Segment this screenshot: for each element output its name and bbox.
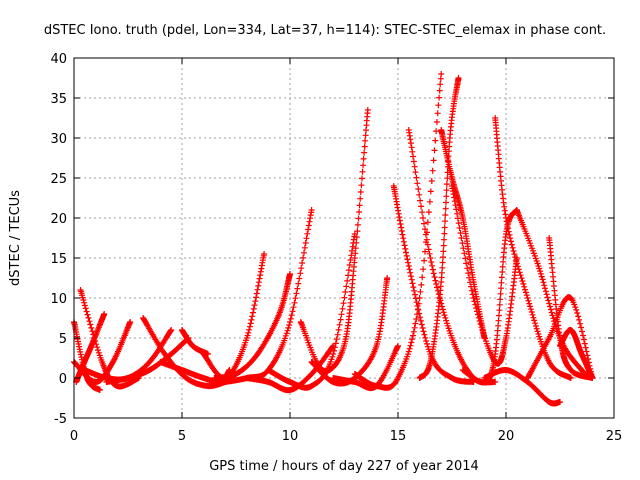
series-arc-15 (297, 107, 371, 374)
series-arc-30 (557, 326, 596, 381)
series-arc-12 (222, 207, 315, 385)
plus-markers (449, 183, 520, 367)
y-tick-label: 0 (59, 372, 67, 387)
series-arc-6 (103, 335, 192, 385)
data-markers (71, 71, 596, 407)
y-tick-label: 20 (50, 212, 67, 227)
y-tick-label: 30 (50, 132, 67, 147)
plus-markers (200, 251, 268, 382)
y-axis-label: dSTEC / TECUs (8, 190, 23, 286)
plus-markers (297, 107, 371, 374)
y-tick-label: 5 (59, 332, 67, 347)
series-arc-21 (416, 75, 462, 381)
x-tick-label: 5 (178, 429, 186, 444)
y-tick-label: 25 (50, 172, 67, 187)
plus-markers (222, 207, 315, 385)
plus-markers (481, 367, 563, 407)
x-tick-label: 0 (70, 429, 78, 444)
y-tick-label: 40 (50, 52, 67, 67)
series-arc-11 (211, 271, 293, 381)
plus-markers (390, 183, 477, 385)
plot-frame (73, 57, 615, 419)
x-tick-label: 20 (498, 429, 515, 444)
plus-markers (546, 235, 596, 381)
plus-markers (351, 71, 445, 391)
series-arc-23 (449, 183, 520, 367)
x-axis-label: GPS time / hours of day 227 of year 2014 (209, 459, 479, 474)
series-arc-27 (481, 367, 563, 407)
series-arc-18 (351, 71, 445, 391)
plus-markers (211, 271, 293, 381)
plus-markers (243, 343, 337, 394)
x-tick-label: 15 (390, 429, 407, 444)
y-tick-label: 10 (50, 292, 67, 307)
series-arc-9 (179, 327, 211, 357)
y-tick-label: 35 (50, 92, 67, 107)
chart-title: dSTEC Iono. truth (pdel, Lon=334, Lat=37… (44, 23, 606, 38)
x-tick-label: 25 (606, 429, 623, 444)
series-arc-10 (200, 251, 268, 382)
y-tick-label: 15 (50, 252, 67, 267)
y-tick-label: -5 (54, 412, 67, 427)
plus-markers (557, 326, 596, 381)
plus-markers (103, 335, 192, 385)
plus-markers (405, 127, 499, 386)
x-tick-label: 10 (282, 429, 299, 444)
plus-markers (416, 75, 462, 381)
x-axis-ticks: 0 5 10 15 20 25 (70, 58, 622, 444)
series-arc-19 (390, 183, 477, 385)
series-arc-29 (546, 235, 596, 381)
series-arc-13 (243, 343, 337, 394)
y-axis-ticks: -5 0 5 10 15 20 25 30 35 40 (50, 52, 614, 427)
series-arc-20 (405, 127, 499, 386)
plus-markers (179, 327, 211, 357)
